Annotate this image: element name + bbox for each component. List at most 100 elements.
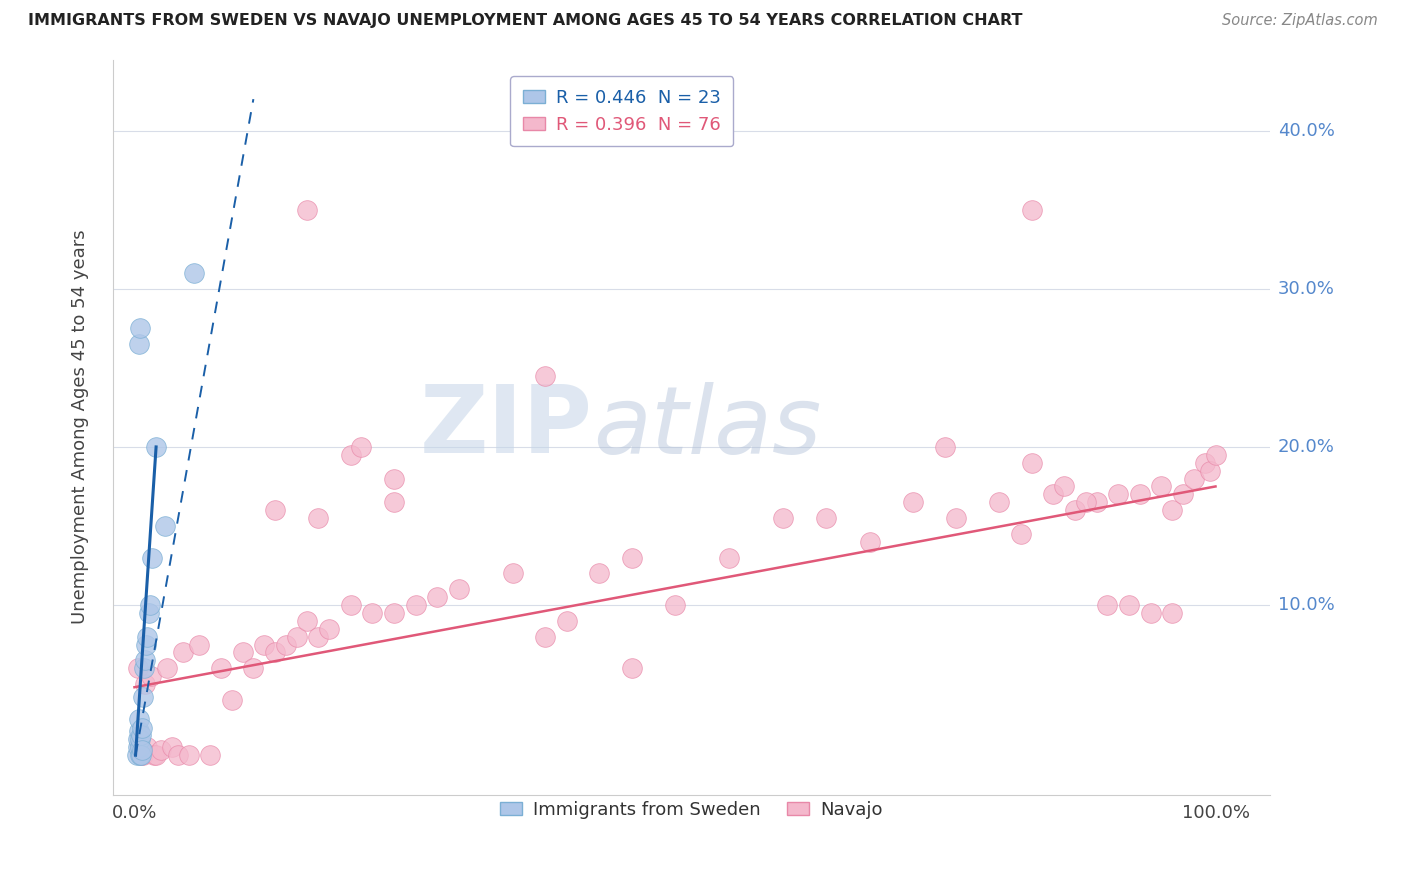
Point <box>131 722 153 736</box>
Point <box>1053 479 1076 493</box>
Point <box>232 645 254 659</box>
Point <box>156 661 179 675</box>
Point <box>1161 606 1184 620</box>
Point <box>134 653 156 667</box>
Point <box>307 630 329 644</box>
Point <box>136 740 159 755</box>
Point <box>502 566 524 581</box>
Point <box>188 638 211 652</box>
Point <box>128 712 150 726</box>
Point <box>1194 456 1216 470</box>
Point <box>361 606 384 620</box>
Point <box>172 645 194 659</box>
Point <box>1010 527 1032 541</box>
Text: 20.0%: 20.0% <box>1278 438 1334 456</box>
Point <box>1021 456 1043 470</box>
Point <box>772 511 794 525</box>
Point <box>815 511 838 525</box>
Point <box>339 448 361 462</box>
Point <box>129 748 152 763</box>
Point <box>1064 503 1087 517</box>
Point <box>350 440 373 454</box>
Point <box>145 748 167 763</box>
Point <box>1129 487 1152 501</box>
Point <box>138 598 160 612</box>
Point <box>209 661 232 675</box>
Point <box>534 630 557 644</box>
Point <box>318 622 340 636</box>
Point <box>127 740 149 755</box>
Point <box>128 321 150 335</box>
Point <box>1182 471 1205 485</box>
Point <box>242 661 264 675</box>
Point <box>128 337 150 351</box>
Point <box>221 693 243 707</box>
Point <box>620 661 643 675</box>
Text: 30.0%: 30.0% <box>1278 280 1334 298</box>
Point <box>274 638 297 652</box>
Point <box>139 669 162 683</box>
Point <box>127 661 149 675</box>
Point <box>988 495 1011 509</box>
Text: 40.0%: 40.0% <box>1278 121 1334 140</box>
Point <box>664 598 686 612</box>
Point <box>1199 464 1222 478</box>
Point <box>135 638 157 652</box>
Point <box>134 677 156 691</box>
Point <box>534 368 557 383</box>
Point <box>858 534 880 549</box>
Text: ZIP: ZIP <box>420 381 593 473</box>
Y-axis label: Unemployment Among Ages 45 to 54 years: Unemployment Among Ages 45 to 54 years <box>72 230 89 624</box>
Point <box>125 748 148 763</box>
Point <box>128 732 150 747</box>
Point <box>1139 606 1161 620</box>
Point <box>129 728 152 742</box>
Point <box>382 495 405 509</box>
Point <box>183 266 205 280</box>
Point <box>1042 487 1064 501</box>
Point <box>339 598 361 612</box>
Point <box>901 495 924 509</box>
Text: Source: ZipAtlas.com: Source: ZipAtlas.com <box>1222 13 1378 29</box>
Point <box>177 748 200 763</box>
Point <box>264 645 287 659</box>
Legend: Immigrants from Sweden, Navajo: Immigrants from Sweden, Navajo <box>494 794 890 826</box>
Point <box>382 606 405 620</box>
Point <box>131 743 153 757</box>
Point <box>162 740 184 755</box>
Point <box>405 598 427 612</box>
Point <box>128 740 150 755</box>
Point <box>945 511 967 525</box>
Point <box>1161 503 1184 517</box>
Point <box>132 690 155 704</box>
Point <box>136 630 159 644</box>
Point <box>142 748 165 763</box>
Point <box>166 748 188 763</box>
Point <box>297 614 319 628</box>
Point <box>285 630 308 644</box>
Text: 10.0%: 10.0% <box>1278 596 1334 614</box>
Point <box>426 590 449 604</box>
Point <box>198 748 221 763</box>
Point <box>1118 598 1140 612</box>
Point <box>1074 495 1097 509</box>
Point <box>1097 598 1119 612</box>
Point <box>128 740 150 755</box>
Point <box>934 440 956 454</box>
Point <box>128 748 150 763</box>
Point <box>1085 495 1108 509</box>
Point <box>447 582 470 597</box>
Point <box>141 550 163 565</box>
Point <box>134 661 156 675</box>
Point <box>1150 479 1173 493</box>
Point <box>718 550 741 565</box>
Point <box>138 606 160 620</box>
Text: IMMIGRANTS FROM SWEDEN VS NAVAJO UNEMPLOYMENT AMONG AGES 45 TO 54 YEARS CORRELAT: IMMIGRANTS FROM SWEDEN VS NAVAJO UNEMPLO… <box>28 13 1022 29</box>
Point <box>153 519 176 533</box>
Point <box>253 638 276 652</box>
Point <box>128 724 150 739</box>
Point <box>307 511 329 525</box>
Point <box>129 748 152 763</box>
Point <box>620 550 643 565</box>
Point <box>131 743 153 757</box>
